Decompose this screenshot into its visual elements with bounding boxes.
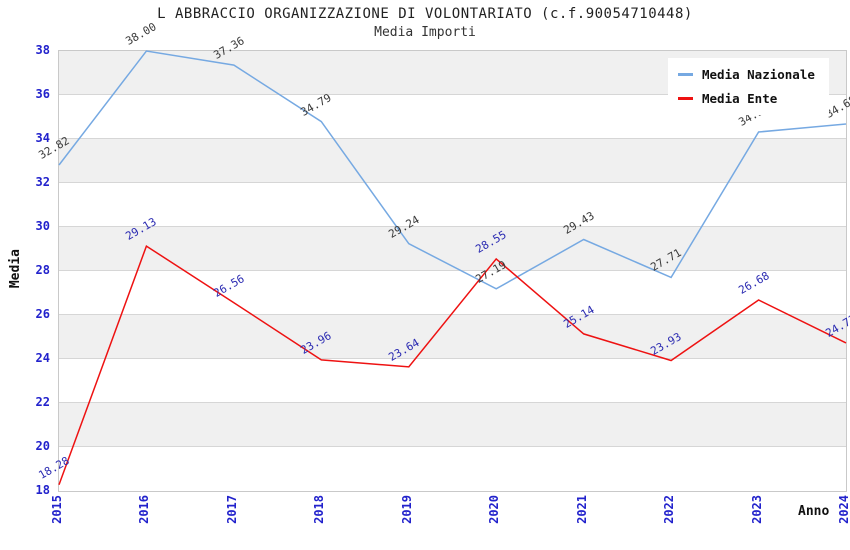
gridline: [59, 314, 846, 315]
plot-band: [59, 139, 846, 183]
x-tick-label: 2023: [749, 495, 764, 524]
chart-subtitle: Media Importi: [374, 25, 476, 40]
gridline: [59, 358, 846, 359]
y-tick-label: 32: [35, 175, 50, 189]
gridline: [59, 402, 846, 403]
legend-label: Media Nazionale: [702, 67, 815, 82]
legend-item: Media Nazionale: [678, 67, 815, 82]
gridline: [59, 270, 846, 271]
gridline: [59, 94, 846, 95]
gridline: [59, 138, 846, 139]
series-line-media-ente: [58, 244, 847, 486]
y-tick-label: 30: [35, 219, 50, 233]
series-lines: [58, 50, 847, 486]
y-tick-label: 18: [35, 483, 50, 497]
x-tick-label: 2019: [399, 495, 414, 524]
x-tick-label: 2021: [574, 495, 589, 524]
x-tick-label: 2015: [50, 495, 64, 524]
y-tick-label: 20: [35, 439, 50, 453]
series-line-media-nazionale: [58, 50, 847, 290]
x-tick-label: 2022: [662, 495, 677, 524]
y-tick-label: 22: [35, 395, 50, 409]
legend-item: Media Ente: [678, 91, 815, 106]
gridline: [59, 226, 846, 227]
plot-band: [59, 359, 846, 403]
y-tick-label: 36: [35, 87, 50, 101]
x-tick-label: 2017: [224, 495, 239, 524]
y-axis-title: Media: [8, 249, 23, 289]
y-tick-label: 26: [35, 307, 50, 321]
y-tick-label: 34: [35, 131, 50, 145]
x-tick-label: 2020: [487, 495, 502, 524]
plot-band: [59, 271, 846, 315]
gridline: [59, 182, 846, 183]
legend-label: Media Ente: [702, 91, 778, 106]
y-tick-label: 28: [35, 263, 50, 277]
legend-swatch-icon: [678, 73, 693, 76]
x-tick-label: 2016: [137, 495, 152, 524]
plot-area: [58, 50, 847, 492]
x-tick-label: 2018: [312, 495, 327, 524]
legend-swatch-icon: [678, 97, 693, 100]
chart-title: L ABBRACCIO ORGANIZZAZIONE DI VOLONTARIA…: [157, 6, 693, 22]
x-axis-title: Anno: [798, 504, 830, 519]
plot-band: [59, 315, 846, 359]
y-tick-label: 24: [35, 351, 50, 365]
x-tick-label: 2024: [837, 495, 850, 524]
gridline: [59, 446, 846, 447]
plot-band: [59, 447, 846, 491]
plot-band: [59, 403, 846, 447]
y-tick-label: 38: [35, 43, 50, 57]
plot-band: [59, 227, 846, 271]
legend: Media Nazionale Media Ente: [668, 58, 829, 115]
